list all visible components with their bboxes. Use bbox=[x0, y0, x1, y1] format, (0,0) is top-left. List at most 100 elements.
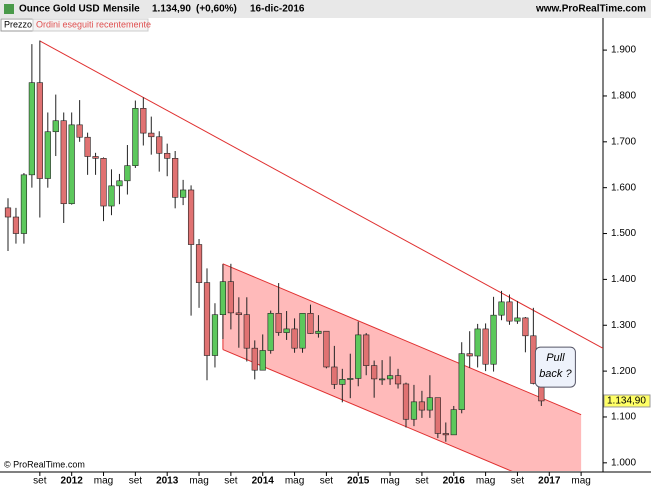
candle-body bbox=[363, 334, 370, 366]
candle-body bbox=[514, 317, 521, 322]
change: (+0,60%) bbox=[196, 4, 237, 15]
candle-body bbox=[219, 281, 227, 316]
x-tick-label: set bbox=[129, 476, 143, 487]
candle-body bbox=[92, 156, 99, 159]
candle-body bbox=[195, 244, 203, 283]
channel-line bbox=[222, 349, 513, 471]
candle-body bbox=[76, 124, 83, 138]
y-tick-label: 1.600 bbox=[611, 182, 636, 193]
plot bbox=[4, 40, 603, 471]
candle-body bbox=[211, 314, 219, 356]
y-tick-label: 1.200 bbox=[611, 366, 636, 377]
tab[interactable] bbox=[32, 18, 149, 32]
candle-body bbox=[12, 216, 20, 234]
candle-body bbox=[84, 136, 91, 157]
candle-body bbox=[148, 132, 155, 138]
x-tick-label: mag bbox=[94, 476, 113, 487]
candle-body bbox=[36, 82, 43, 179]
x-tick-label: mag bbox=[380, 476, 399, 487]
logo bbox=[4, 4, 14, 14]
candle-body bbox=[386, 375, 394, 380]
candle-body bbox=[140, 108, 147, 134]
annotation-text: back ? bbox=[539, 368, 572, 380]
candle-body bbox=[203, 282, 211, 356]
candle-body bbox=[28, 82, 35, 176]
candle-body bbox=[506, 301, 513, 322]
candle-body bbox=[474, 328, 481, 357]
candle-body bbox=[434, 397, 441, 434]
candle-body bbox=[299, 313, 306, 349]
candle-body bbox=[124, 165, 131, 182]
candle-body bbox=[410, 401, 418, 420]
candle-body bbox=[339, 379, 346, 385]
candle-body bbox=[323, 330, 330, 368]
x-tick-label: set bbox=[33, 476, 47, 487]
y-tick-label: 1.800 bbox=[611, 91, 636, 102]
y-tick-label: 1.700 bbox=[611, 136, 636, 147]
candle-body bbox=[355, 334, 362, 379]
candle-body bbox=[498, 301, 505, 316]
x-tick-label: 2012 bbox=[61, 476, 84, 487]
candle-body bbox=[426, 397, 433, 411]
x-tick-label: mag bbox=[476, 476, 495, 487]
x-tick-label: mag bbox=[285, 476, 304, 487]
x-tick-label: 2016 bbox=[443, 476, 466, 487]
candle-body bbox=[418, 401, 426, 411]
candle-body bbox=[402, 383, 410, 420]
candle-body bbox=[267, 313, 274, 351]
y-tick-label: 1.400 bbox=[611, 274, 636, 285]
candle-body bbox=[466, 353, 473, 357]
tab-label[interactable]: Ordini eseguiti recentemente bbox=[36, 19, 151, 29]
annotation-box bbox=[534, 346, 576, 388]
y-tick-label: 1.000 bbox=[611, 457, 636, 468]
candle-body bbox=[60, 120, 67, 205]
candle-body bbox=[283, 328, 290, 333]
candle-body bbox=[52, 120, 59, 133]
candle-body bbox=[347, 378, 354, 380]
x-tick-label: mag bbox=[189, 476, 208, 487]
instrument: Ounce Gold USD bbox=[19, 4, 100, 15]
candle-body bbox=[44, 131, 51, 179]
candle-body bbox=[482, 328, 489, 365]
candle-body bbox=[156, 136, 163, 154]
site: www.ProRealTime.com bbox=[535, 4, 646, 15]
resistance-line bbox=[39, 40, 603, 349]
candle-body bbox=[331, 366, 338, 385]
x-tick-label: 2017 bbox=[538, 476, 561, 487]
candle-body bbox=[227, 281, 234, 314]
candle-body bbox=[187, 189, 195, 245]
candle-body bbox=[275, 313, 282, 333]
candle-body bbox=[315, 330, 322, 334]
header-bar bbox=[0, 0, 651, 18]
tab-label[interactable]: Prezzo bbox=[4, 19, 32, 29]
y-tick-label: 1.900 bbox=[611, 45, 636, 56]
x-tick-label: 2014 bbox=[252, 476, 275, 487]
candle-body bbox=[100, 158, 107, 207]
x-tick-label: 2015 bbox=[347, 476, 370, 487]
last-price-box bbox=[603, 394, 651, 408]
x-tick-label: 2013 bbox=[156, 476, 179, 487]
candle-body bbox=[307, 313, 314, 334]
y-tick-label: 1.500 bbox=[611, 228, 636, 239]
x-tick-label: set bbox=[511, 476, 525, 487]
candle-body bbox=[20, 174, 28, 234]
candle-body bbox=[379, 378, 386, 381]
candle-body bbox=[291, 328, 298, 349]
footer: © ProRealTime.com bbox=[4, 459, 85, 469]
candle-body bbox=[235, 312, 242, 316]
annotation-text: Pull bbox=[546, 352, 565, 364]
candle-body bbox=[243, 314, 250, 349]
candle-body bbox=[259, 350, 266, 371]
candle-body bbox=[164, 152, 171, 159]
price: 1.134,90 bbox=[152, 4, 191, 15]
candle-body bbox=[132, 108, 139, 166]
x-tick-label: set bbox=[224, 476, 238, 487]
candle-body bbox=[458, 353, 465, 410]
candle-body bbox=[251, 347, 258, 371]
candle-body bbox=[4, 207, 12, 218]
x-tick-label: mag bbox=[571, 476, 590, 487]
candle-body bbox=[68, 124, 75, 205]
candle-body bbox=[371, 365, 378, 380]
